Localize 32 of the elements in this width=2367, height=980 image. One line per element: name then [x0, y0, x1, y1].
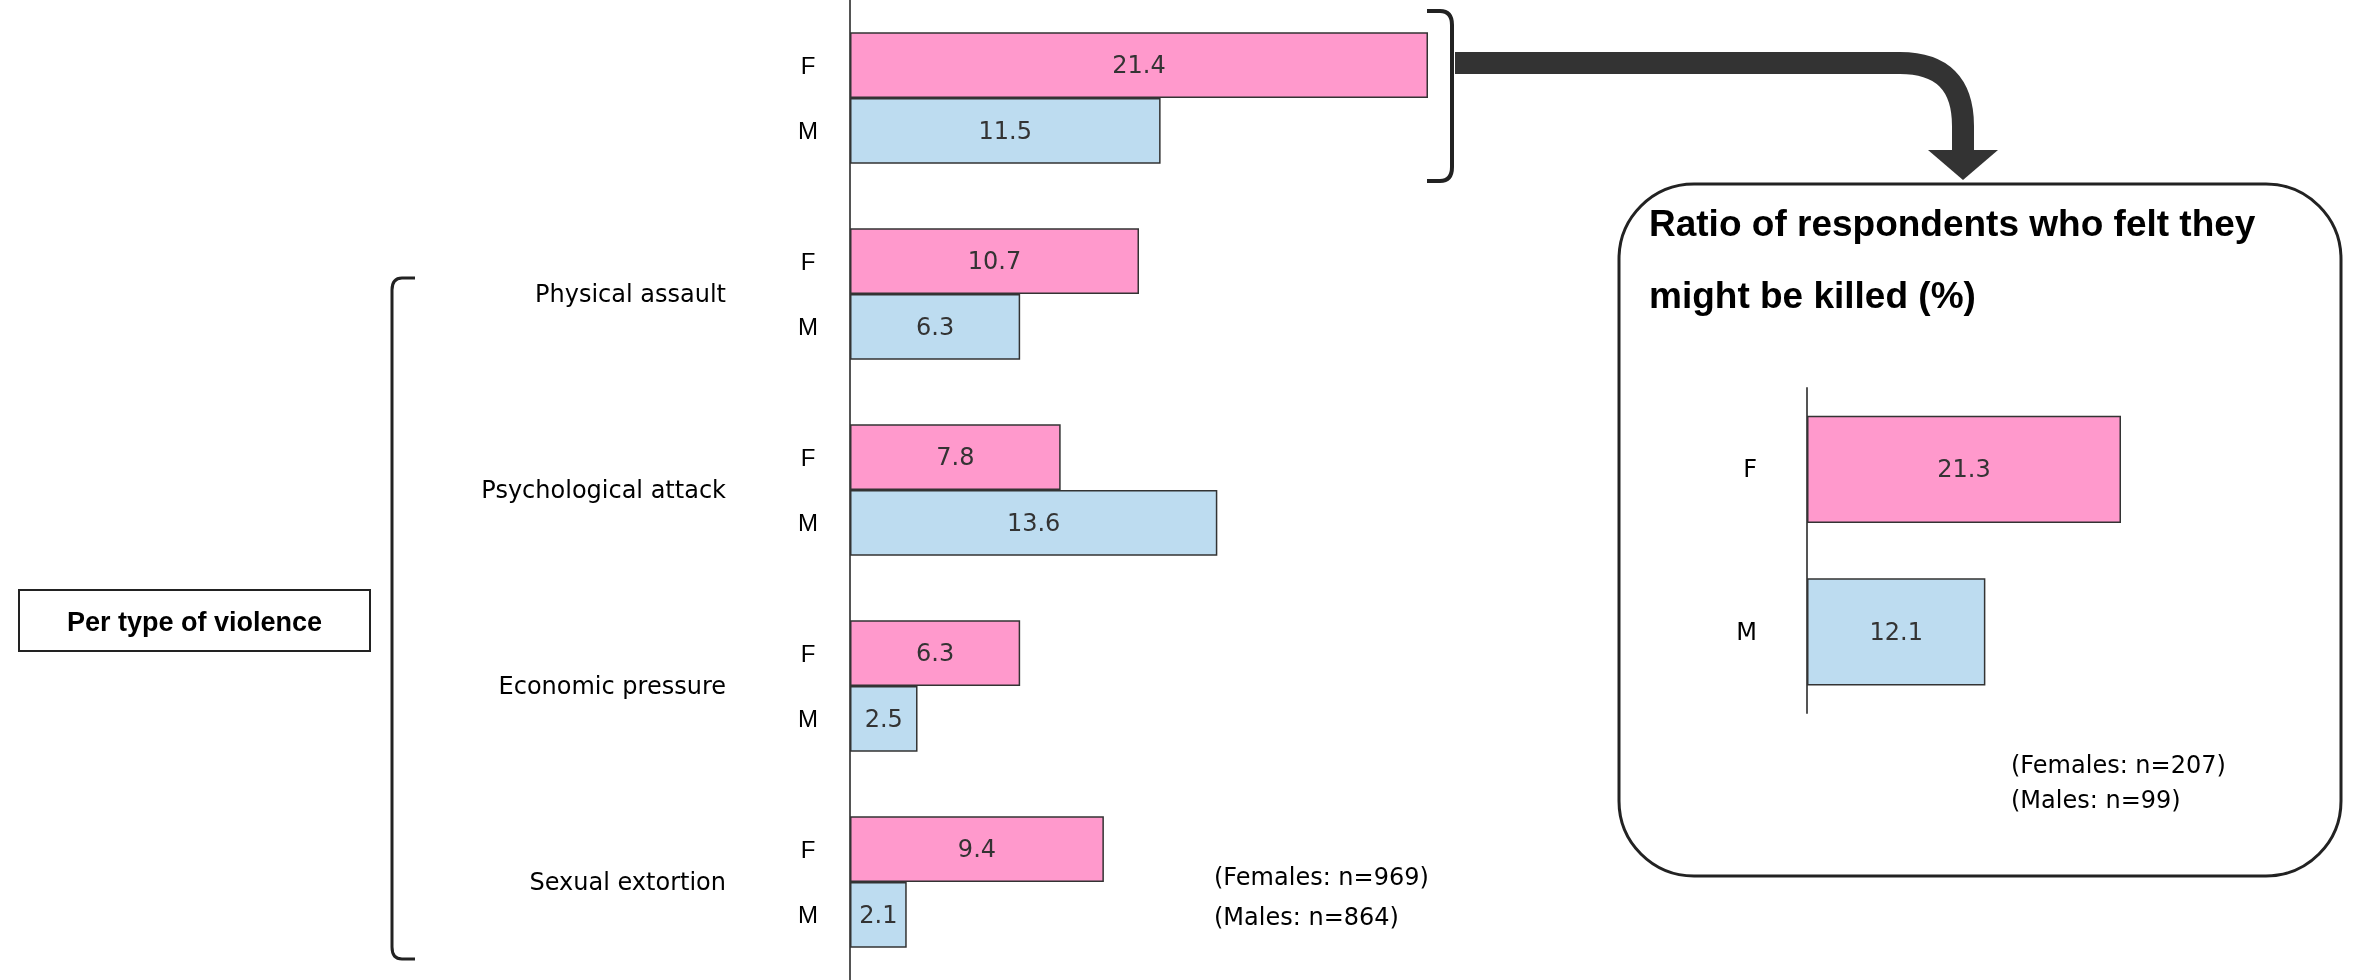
- data-label: 12.1: [1869, 617, 1923, 646]
- text: F: [800, 247, 816, 275]
- chart-title: Ratio of respondents who felt they might be killed (%): [1649, 202, 2257, 318]
- data-label: 13.6: [1006, 508, 1061, 537]
- data-label: 6.3: [915, 639, 955, 668]
- y-tick-label: Psychological attack: [481, 476, 727, 504]
- text: Per type of violence: [18, 589, 371, 652]
- text: F: [800, 443, 816, 471]
- data-label: 6.3: [915, 312, 955, 341]
- data-label: 11.5: [978, 116, 1033, 145]
- data-label: 7.8: [936, 443, 975, 472]
- text: M: [798, 901, 818, 929]
- text: M: [798, 705, 818, 733]
- text: M: [798, 509, 818, 537]
- annotation: (Males: n=864): [1214, 902, 1399, 933]
- y-tick-label: Economic pressure: [498, 672, 726, 700]
- y-tick-label: Physical assault: [535, 280, 726, 308]
- data-label: 2.1: [859, 900, 898, 929]
- annotation: (Females: n=969): [1214, 862, 1429, 893]
- text: (Females: n=207): [2011, 750, 2226, 781]
- data-label: 10.7: [967, 247, 1022, 276]
- y-tick-label: Sexual extortion: [529, 868, 726, 896]
- text: F: [800, 639, 816, 667]
- data-label: 2.5: [864, 704, 903, 733]
- text: M: [798, 313, 818, 341]
- series-label: M: [798, 117, 818, 145]
- data-label: 21.3: [1937, 455, 1991, 484]
- text: F: [800, 835, 816, 863]
- data-label: 21.4: [1112, 51, 1166, 80]
- data-label: 9.4: [957, 835, 997, 864]
- series-label: F: [800, 51, 816, 79]
- text: (Males: n=99): [2011, 785, 2181, 816]
